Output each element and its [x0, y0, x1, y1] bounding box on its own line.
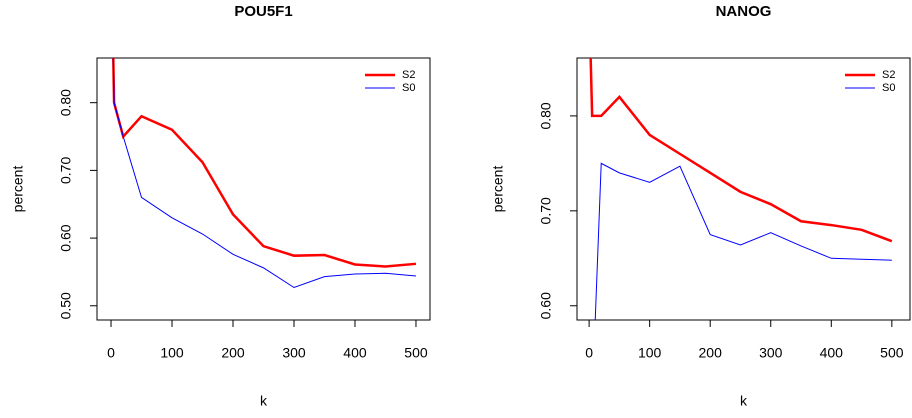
- x-tick-label: 400: [343, 345, 367, 361]
- x-tick-label: 300: [282, 345, 306, 361]
- x-tick-label: 400: [820, 345, 844, 361]
- x-tick-label: 500: [404, 345, 428, 361]
- legend-label: S2: [882, 69, 895, 81]
- y-tick-label: 0.80: [538, 102, 554, 129]
- y-tick-label: 0.70: [58, 157, 74, 184]
- plot-box: [96, 57, 431, 321]
- x-tick-label: 0: [585, 345, 593, 361]
- series-line: [594, 162, 892, 320]
- legend-label: S0: [402, 82, 415, 94]
- plot-box: [576, 57, 911, 321]
- y-tick-label: 0.80: [58, 89, 74, 116]
- x-tick-label: 0: [107, 345, 115, 361]
- chart-title: POU5F1: [234, 3, 292, 20]
- x-tick-label: 200: [699, 345, 723, 361]
- x-tick-label: 300: [759, 345, 783, 361]
- y-tick-label: 0.60: [58, 224, 74, 251]
- x-tick-label: 100: [638, 345, 662, 361]
- series-line: [589, 58, 893, 243]
- y-tick-label: 0.50: [58, 292, 74, 319]
- x-axis-label: k: [260, 393, 268, 409]
- y-tick-label: 0.70: [538, 197, 554, 224]
- x-tick-label: 500: [880, 345, 904, 361]
- x-tick-label: 200: [221, 345, 245, 361]
- x-axis-label: k: [740, 393, 748, 409]
- panel: POU5F1 k percent 0 100 200 300 400 500 0.50 0.60 0.…: [10, 3, 431, 409]
- series-line: [112, 58, 417, 289]
- legend-label: S2: [402, 69, 415, 81]
- y-tick-label: 0.60: [538, 292, 554, 319]
- series-line: [112, 58, 417, 268]
- x-tick-label: 100: [160, 345, 184, 361]
- chart-title: NANOG: [716, 3, 772, 20]
- panel: NANOG k percent 0 100 200 300 400 500 0.60 0.70 0.8…: [490, 3, 911, 409]
- y-axis-label: percent: [490, 166, 506, 213]
- legend-label: S0: [882, 82, 895, 94]
- y-axis-label: percent: [10, 166, 26, 213]
